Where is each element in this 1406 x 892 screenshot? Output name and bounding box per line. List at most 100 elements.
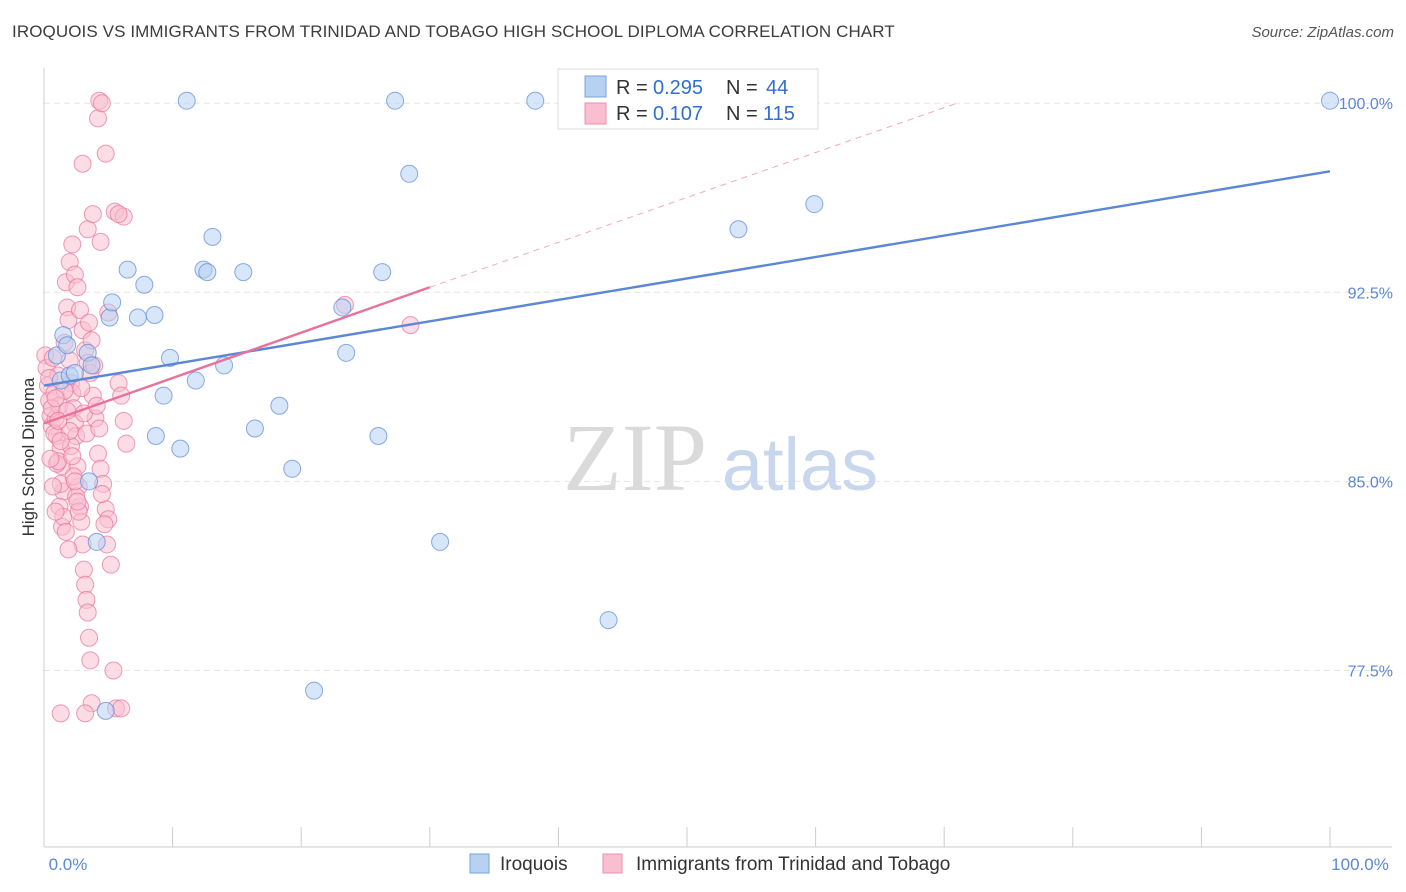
y-tick-label: 77.5%	[1348, 664, 1393, 681]
data-point	[135, 275, 154, 294]
legend-n-label-1: N =	[726, 77, 758, 99]
trend-extension-trinidad	[429, 102, 958, 288]
data-point	[431, 532, 450, 551]
tick-labels: 77.5% 85.0% 92.5% 100.0% 0.0% 100.0%	[49, 96, 1393, 874]
data-point	[805, 195, 824, 214]
data-point	[46, 389, 65, 408]
data-point	[78, 220, 97, 239]
data-point	[87, 532, 106, 551]
data-point	[58, 336, 77, 355]
data-point	[100, 308, 119, 327]
data-point	[101, 555, 120, 574]
data-point	[245, 419, 264, 438]
data-point	[283, 459, 302, 478]
data-point	[369, 427, 388, 446]
data-point	[80, 313, 99, 332]
data-point	[112, 699, 131, 718]
data-point	[71, 300, 90, 319]
data-point	[373, 263, 392, 282]
data-point	[109, 205, 128, 224]
data-point	[82, 356, 101, 375]
data-point	[337, 343, 356, 362]
legend-swatch-iroquois	[584, 75, 607, 98]
bottom-legend-label-iroquois: Iroquois	[500, 854, 568, 875]
data-point	[145, 306, 164, 325]
y-tick-label: 92.5%	[1348, 285, 1393, 302]
data-point	[76, 575, 95, 594]
data-point	[114, 411, 133, 430]
data-point	[73, 154, 92, 173]
chart-title: IROQUOIS VS IMMIGRANTS FROM TRINIDAD AND…	[12, 22, 895, 41]
legend-r-label-1: R =	[616, 77, 648, 99]
data-point	[729, 220, 748, 239]
data-point	[198, 263, 217, 282]
data-point	[92, 94, 111, 113]
axes	[43, 68, 1392, 848]
legend-box: R = 0.295 N = 44 R = 0.107 N = 115	[557, 68, 819, 130]
y-tick-label: 100.0%	[1339, 96, 1393, 113]
data-point	[305, 681, 324, 700]
data-points	[36, 91, 1339, 723]
data-point	[41, 449, 60, 468]
x-tick-label: 100.0%	[1331, 855, 1389, 874]
data-point	[92, 485, 111, 504]
data-point	[95, 515, 114, 534]
data-point	[44, 477, 63, 496]
bottom-legend-swatch-iroquois	[469, 853, 490, 874]
legend-n-value-2: 115	[763, 103, 795, 125]
data-point	[103, 293, 122, 312]
data-point	[117, 434, 136, 453]
legend-n-value-1: 44	[766, 77, 788, 99]
bottom-legend-label-trinidad: Immigrants from Trinidad and Tobago	[636, 854, 950, 875]
trend-line-trinidad	[43, 286, 431, 425]
data-point	[104, 661, 123, 680]
trend-lines	[43, 102, 1331, 425]
data-point	[186, 371, 205, 390]
data-point	[80, 628, 99, 647]
data-point	[400, 164, 419, 183]
data-point	[89, 444, 108, 463]
data-point	[63, 235, 82, 254]
data-point	[89, 109, 108, 128]
data-point	[91, 232, 110, 251]
data-point	[59, 540, 78, 559]
watermark-atlas: atlas	[722, 423, 878, 506]
source-label: Source: ZipAtlas.com	[1251, 24, 1394, 41]
data-point	[161, 348, 180, 367]
data-point	[51, 704, 70, 723]
data-point	[96, 144, 115, 163]
y-axis-title: High School Diploma	[19, 377, 38, 536]
data-point	[333, 298, 352, 317]
data-point	[63, 447, 82, 466]
data-point	[526, 91, 545, 110]
data-point	[203, 227, 222, 246]
data-point	[128, 308, 147, 327]
data-point	[81, 651, 100, 670]
data-point	[270, 396, 289, 415]
y-tick-label: 85.0%	[1348, 474, 1393, 491]
series-trinidad-points	[36, 91, 420, 723]
bottom-legend-swatch-trinidad	[602, 853, 623, 874]
data-point	[51, 432, 70, 451]
series-iroquois-points	[47, 91, 1339, 720]
legend-n-label-2: N =	[726, 103, 758, 125]
data-point	[83, 205, 102, 224]
legend-r-value-1: 0.295	[653, 77, 703, 99]
legend-r-label-2: R =	[616, 103, 648, 125]
legend-swatch-trinidad	[584, 102, 607, 125]
legend-r-value-2: 0.107	[653, 103, 703, 125]
data-point	[46, 502, 65, 521]
data-point	[80, 472, 99, 491]
data-point	[386, 91, 405, 110]
data-point	[56, 522, 75, 541]
data-point	[118, 260, 137, 279]
data-point	[171, 439, 190, 458]
data-point	[146, 427, 165, 446]
bottom-legend: Iroquois Immigrants from Trinidad and To…	[469, 853, 950, 875]
data-point	[599, 611, 618, 630]
data-point	[177, 91, 196, 110]
data-point	[68, 492, 87, 511]
trend-line-iroquois	[43, 170, 1331, 387]
data-point	[68, 278, 87, 297]
